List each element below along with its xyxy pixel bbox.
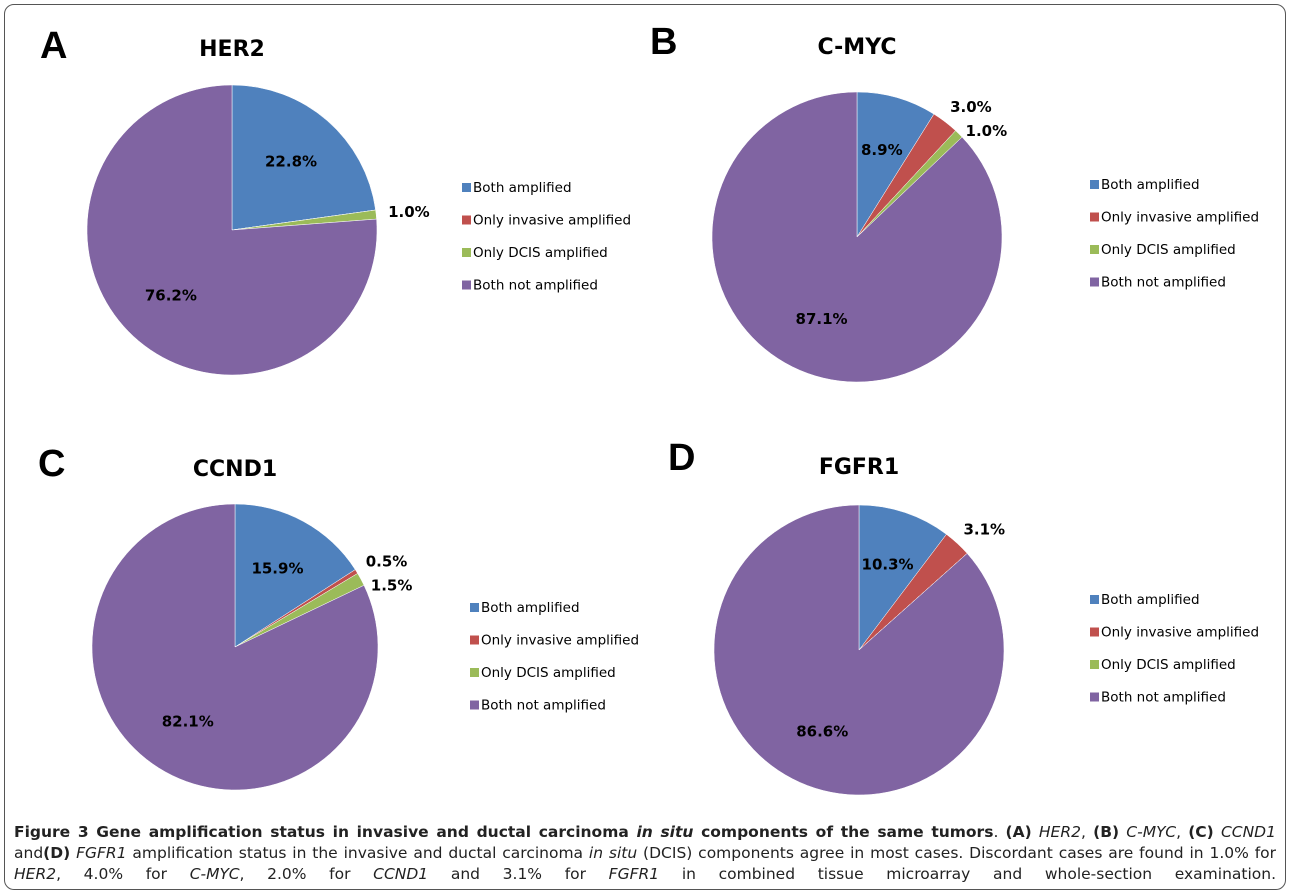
data-label: 82.1% — [162, 713, 214, 731]
legend-label: Only DCIS amplified — [1101, 657, 1236, 673]
chart-title: FGFR1 — [819, 455, 899, 480]
caption-text: (B) — [1093, 823, 1120, 841]
data-label: 1.0% — [388, 203, 430, 221]
figure: A HER2 22.8% Both amplified Only invasive am… — [38, 21, 1259, 796]
caption-text: components of the same tumors — [693, 823, 994, 841]
data-label: 0.5% — [366, 553, 408, 571]
pie-slice — [91, 503, 379, 791]
data-label: 1.0% — [966, 122, 1008, 140]
pie-slice — [858, 504, 947, 651]
legend-label: Both not amplified — [1101, 275, 1226, 291]
data-label: 87.1% — [796, 310, 848, 328]
caption-text: Figure 3 Gene amplification status in in… — [14, 823, 637, 841]
caption-text: , 4.0% for — [56, 865, 190, 883]
panel-letter: D — [668, 437, 695, 479]
data-label: 22.8% — [265, 153, 317, 171]
data-label: 76.2% — [145, 286, 197, 304]
legend-label: Both amplified — [1101, 592, 1200, 608]
data-label: 86.6% — [796, 723, 848, 741]
legend-swatch — [1090, 595, 1099, 604]
legend-label: Both amplified — [473, 180, 572, 196]
legend-swatch — [462, 183, 471, 192]
caption-text: and — [14, 844, 44, 862]
panel-letter: C — [38, 443, 65, 485]
legend-swatch — [470, 603, 479, 612]
caption-text: C-MYC — [1126, 823, 1177, 841]
caption-text: HER2 — [1038, 823, 1081, 841]
legend-label: Only invasive amplified — [473, 213, 631, 229]
legend-swatch — [1090, 212, 1099, 222]
legend-label: Only invasive amplified — [1101, 210, 1259, 226]
pie-slice — [234, 503, 356, 648]
legend-label: Only invasive amplified — [1101, 625, 1259, 641]
legend-label: Both amplified — [1101, 177, 1200, 193]
caption-text: HER2 — [14, 865, 57, 883]
caption-text: in combined tissue microarray and whole-… — [659, 865, 1277, 883]
data-label: 3.1% — [963, 521, 1005, 539]
legend-label: Only DCIS amplified — [481, 665, 616, 681]
pie-slice — [711, 91, 1003, 383]
legend-swatch — [470, 635, 479, 645]
caption-text: amplification status in the invasive and… — [126, 844, 589, 862]
legend-swatch — [462, 215, 471, 225]
chart-title: C-MYC — [818, 35, 897, 60]
caption-text — [1214, 823, 1221, 841]
legend-swatch — [1090, 277, 1099, 287]
data-label: 10.3% — [862, 555, 914, 573]
legend-swatch — [1090, 627, 1099, 637]
data-label: 1.5% — [371, 577, 413, 595]
panel-letter: A — [40, 25, 67, 67]
legend-swatch — [1090, 180, 1099, 189]
legend-label: Only DCIS amplified — [473, 245, 608, 261]
caption-text: FGFR1 — [608, 865, 660, 883]
legend-label: Both amplified — [481, 600, 580, 616]
pie-slice — [713, 504, 1005, 796]
caption-text: . — [993, 823, 1006, 841]
caption-text: (A) — [1005, 823, 1032, 841]
legend-swatch — [462, 248, 471, 257]
caption-text: CCND1 — [1220, 823, 1276, 841]
caption-text: in situ — [588, 844, 638, 862]
data-label: 15.9% — [251, 560, 303, 578]
legend-swatch — [1090, 660, 1099, 669]
data-label: 3.0% — [950, 98, 992, 116]
caption-text: (DCIS) components agree in most cases. D… — [637, 844, 1277, 862]
caption-text — [1032, 823, 1039, 841]
figure-frame — [4, 4, 1286, 890]
legend-swatch — [470, 668, 479, 677]
caption-text: C-MYC — [189, 865, 240, 883]
legend-swatch — [1090, 245, 1099, 254]
caption-text: (C) — [1188, 823, 1214, 841]
caption-text: in situ — [636, 823, 694, 841]
legend-label: Both not amplified — [481, 698, 606, 714]
panel-letter: B — [650, 21, 677, 63]
caption-text: CCND1 — [373, 865, 429, 883]
caption: Figure 3 Gene amplification status in in… — [14, 822, 1276, 885]
caption-text: (D) — [43, 844, 71, 862]
caption-text: , 2.0% for — [239, 865, 374, 883]
legend-label: Only invasive amplified — [481, 633, 639, 649]
caption-text: and 3.1% for — [428, 865, 609, 883]
legend-label: Both not amplified — [1101, 690, 1226, 706]
chart-title: HER2 — [199, 37, 265, 62]
legend-swatch — [462, 280, 471, 290]
legend-label: Both not amplified — [473, 278, 598, 294]
caption-text: , — [1081, 823, 1094, 841]
pie-slice — [856, 91, 935, 238]
caption-text: FGFR1 — [76, 844, 127, 862]
legend-swatch — [470, 700, 479, 710]
data-label: 8.9% — [861, 141, 903, 159]
chart-title: CCND1 — [193, 457, 277, 482]
legend-swatch — [1090, 692, 1099, 702]
caption-text: , — [1176, 823, 1189, 841]
pie-slice — [86, 84, 378, 376]
pie-slice — [231, 84, 376, 231]
legend-label: Only DCIS amplified — [1101, 242, 1236, 258]
